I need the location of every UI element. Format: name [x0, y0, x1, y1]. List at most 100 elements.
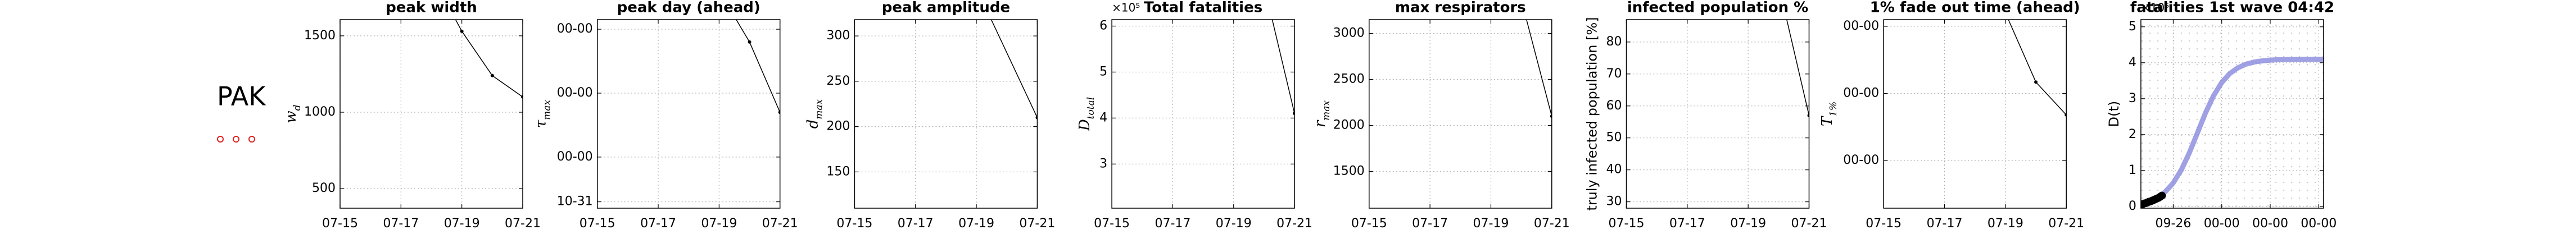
data-line [1271, 20, 1295, 114]
x-tick-label: 07-17 [1155, 217, 1190, 231]
x-tick-label: 07-17 [898, 217, 934, 231]
y-tick-label: 250 [826, 74, 850, 88]
y-axis-label-sub: total [1085, 97, 1097, 119]
y-tick-label: 6 [1099, 19, 1107, 33]
x-tick-label: 07-19 [701, 217, 737, 231]
data-point [748, 40, 751, 44]
data-point [460, 29, 464, 33]
y-tick-label: 00-00 [557, 86, 593, 100]
x-tick-label: 07-21 [762, 217, 798, 231]
x-tick-label: 07-21 [1534, 217, 1570, 231]
y-tick-label: 4 [2129, 56, 2136, 70]
offset-text: ×10⁵ [2141, 1, 2169, 15]
y-tick-label: 00-00 [1843, 19, 1879, 33]
chart-title: Total fatalities [1144, 0, 1262, 16]
y-tick-label: 3000 [1333, 26, 1365, 40]
chart-title: peak width [386, 0, 477, 16]
y-tick-label: 1500 [1333, 164, 1365, 178]
chart-title: 1% fade out time (ahead) [1870, 0, 2080, 16]
axes-frame [1626, 19, 1810, 209]
chart-title: peak amplitude [882, 0, 1010, 16]
panel: 10-31 00-00 00-00 00-00 07-15 07-17 07-19 07-21… [533, 0, 798, 231]
x-tick-label: 07-21 [1019, 217, 1055, 231]
data-point [490, 74, 494, 77]
x-tick-label: 07-17 [383, 217, 419, 231]
x-tick-label: 00-00 [2204, 217, 2240, 231]
y-axis-label-main: D(t) [2106, 101, 2122, 127]
y-tick-label: 5 [1099, 65, 1107, 79]
y-tick-label: 4 [1099, 111, 1107, 125]
x-tick-label: 07-21 [2048, 217, 2084, 231]
y-tick-label: 70 [1606, 67, 1622, 81]
panel: 150 200 250 300 07-15 07-17 07-19 07-21 peak amp… [804, 0, 1055, 231]
y-axis-label-main: truly infected population [%] [1584, 17, 1600, 210]
y-axis-label: Dtotal [1076, 97, 1097, 131]
y-axis-label-main: d [804, 120, 821, 129]
x-tick-label: 07-15 [1094, 217, 1130, 231]
x-tick-label: 07-19 [1988, 217, 2023, 231]
y-tick-label: 500 [312, 181, 336, 195]
panel: 3 4 5 6 07-15 07-17 07-19 07-21 ×10⁵ Total fatali… [1076, 0, 1312, 231]
data-line [2008, 20, 2067, 116]
y-axis-label: truly infected population [%] [1584, 17, 1600, 210]
x-tick-label: 07-21 [505, 217, 541, 231]
y-axis-label-main: r [1312, 120, 1329, 127]
y-axis-label-sub: d [292, 104, 303, 111]
x-tick-label: 07-15 [580, 217, 615, 231]
y-tick-label: 3 [1099, 157, 1107, 171]
chart-title: infected population % [1627, 0, 1808, 16]
y-tick-label: 2000 [1333, 118, 1365, 132]
status-marker [233, 136, 239, 143]
axes-frame [1883, 19, 2067, 209]
data-line [1786, 20, 1809, 116]
y-axis-label-main: τ [533, 120, 550, 128]
y-tick-label: 00-00 [557, 150, 593, 164]
panel: 1500 2000 2500 3000 07-15 07-17 07-19 07-21 max … [1312, 0, 1570, 231]
y-tick-label: 3 [2129, 91, 2136, 105]
panel: 30 40 50 60 70 80 07-15 07-17 07-19 07-21 infected… [1584, 0, 1827, 231]
x-tick-label: 07-21 [1791, 217, 1827, 231]
y-tick-label: 5 [2129, 20, 2136, 34]
y-tick-label: 00-00 [1843, 86, 1879, 100]
plot-area [735, 20, 780, 114]
plot-area [2008, 20, 2067, 117]
x-tick-label: 07-19 [958, 217, 994, 231]
x-tick-label: 07-15 [322, 217, 358, 231]
plot-area [1271, 20, 1295, 116]
axes-frame [2140, 19, 2324, 209]
y-axis-label: dmax [804, 99, 825, 129]
x-tick-label: 07-19 [1730, 217, 1766, 231]
x-tick-label: 07-15 [836, 217, 872, 231]
plot-area [2140, 57, 2324, 208]
status-marker [248, 136, 255, 143]
x-tick-label: 07-15 [1609, 217, 1645, 231]
axes-frame [339, 19, 523, 209]
y-axis-label-main: w [283, 111, 300, 123]
y-tick-label: 200 [826, 120, 850, 134]
y-tick-label: 60 [1606, 99, 1622, 113]
y-axis-label-sub: 1% [1828, 102, 1839, 117]
y-axis-label: τmax [533, 99, 553, 128]
x-tick-label: 07-17 [640, 217, 676, 231]
y-tick-label: 2500 [1333, 72, 1365, 86]
country-label: PAK [217, 81, 266, 112]
y-axis-label: D(t) [2106, 101, 2122, 127]
y-axis-label-sub: max [541, 99, 553, 120]
chart-title: peak day (ahead) [617, 0, 760, 16]
y-axis-label-main: T [1819, 116, 1836, 126]
background-dots [2140, 20, 2324, 208]
data-line [990, 20, 1038, 118]
y-tick-label: 50 [1606, 131, 1622, 145]
x-tick-label: 07-17 [1927, 217, 1963, 231]
data-line [1526, 20, 1552, 117]
y-tick-label: 30 [1606, 195, 1622, 209]
plot-area [1526, 20, 1552, 118]
y-tick-label: 00-00 [557, 22, 593, 36]
data-line [455, 20, 523, 98]
panel: 0 1 2 3 4 5 09-26 00-00 00-00 00-00 ×10⁵fatalities… [2106, 0, 2337, 231]
y-tick-label: 0 [2129, 199, 2136, 213]
status-marker [217, 136, 224, 143]
axes-frame [1369, 19, 1552, 209]
y-axis-label-sub: max [813, 99, 825, 119]
axes-frame [854, 19, 1038, 209]
